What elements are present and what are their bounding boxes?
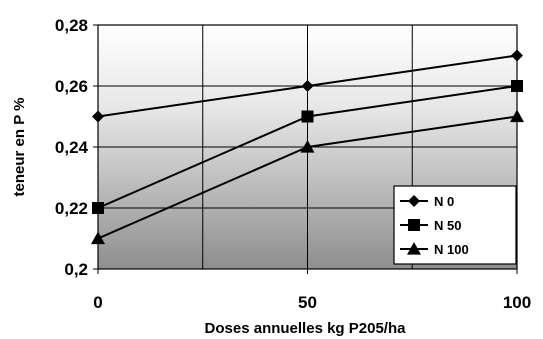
data-point — [511, 80, 523, 92]
y-axis: 0,2 0,22 0,24 0,26 0,28 — [55, 16, 98, 279]
data-point — [301, 80, 314, 92]
x-axis: 0 50 100 — [93, 269, 531, 312]
data-point — [510, 109, 524, 123]
legend-marker — [408, 219, 420, 231]
x-axis-label: Doses annuelles kg P205/ha — [205, 320, 407, 337]
data-point — [301, 110, 314, 123]
y-axis-label: teneur en P % — [11, 98, 28, 197]
series-n-100 — [91, 109, 524, 245]
x-tick-label: 0 — [93, 293, 102, 312]
legend-label: N 100 — [434, 242, 469, 257]
series-layer — [91, 49, 524, 245]
legend-marker — [407, 242, 421, 255]
data-point — [300, 140, 315, 153]
legend-marker — [408, 195, 420, 207]
y-tick-label: 0,28 — [55, 16, 88, 35]
series-n-0 — [92, 49, 523, 123]
x-tick-label: 50 — [298, 293, 317, 312]
data-point — [92, 110, 104, 123]
y-tick-label: 0,24 — [55, 138, 89, 157]
data-point — [92, 202, 104, 214]
y-tick-label: 0,2 — [64, 260, 88, 279]
series-n-50 — [92, 80, 523, 214]
y-tick-label: 0,26 — [55, 77, 88, 96]
data-point — [91, 231, 105, 245]
x-tick-label: 100 — [503, 293, 531, 312]
legend-label: N 0 — [434, 194, 454, 209]
legend-label: N 50 — [434, 218, 461, 233]
legend-item: N 50 — [400, 218, 461, 233]
legend-item: N 100 — [400, 242, 469, 257]
y-tick-label: 0,22 — [55, 199, 88, 218]
data-point — [511, 49, 523, 62]
legend-item: N 0 — [400, 194, 454, 209]
legend: N 0 N 50 N 100 — [393, 185, 517, 265]
